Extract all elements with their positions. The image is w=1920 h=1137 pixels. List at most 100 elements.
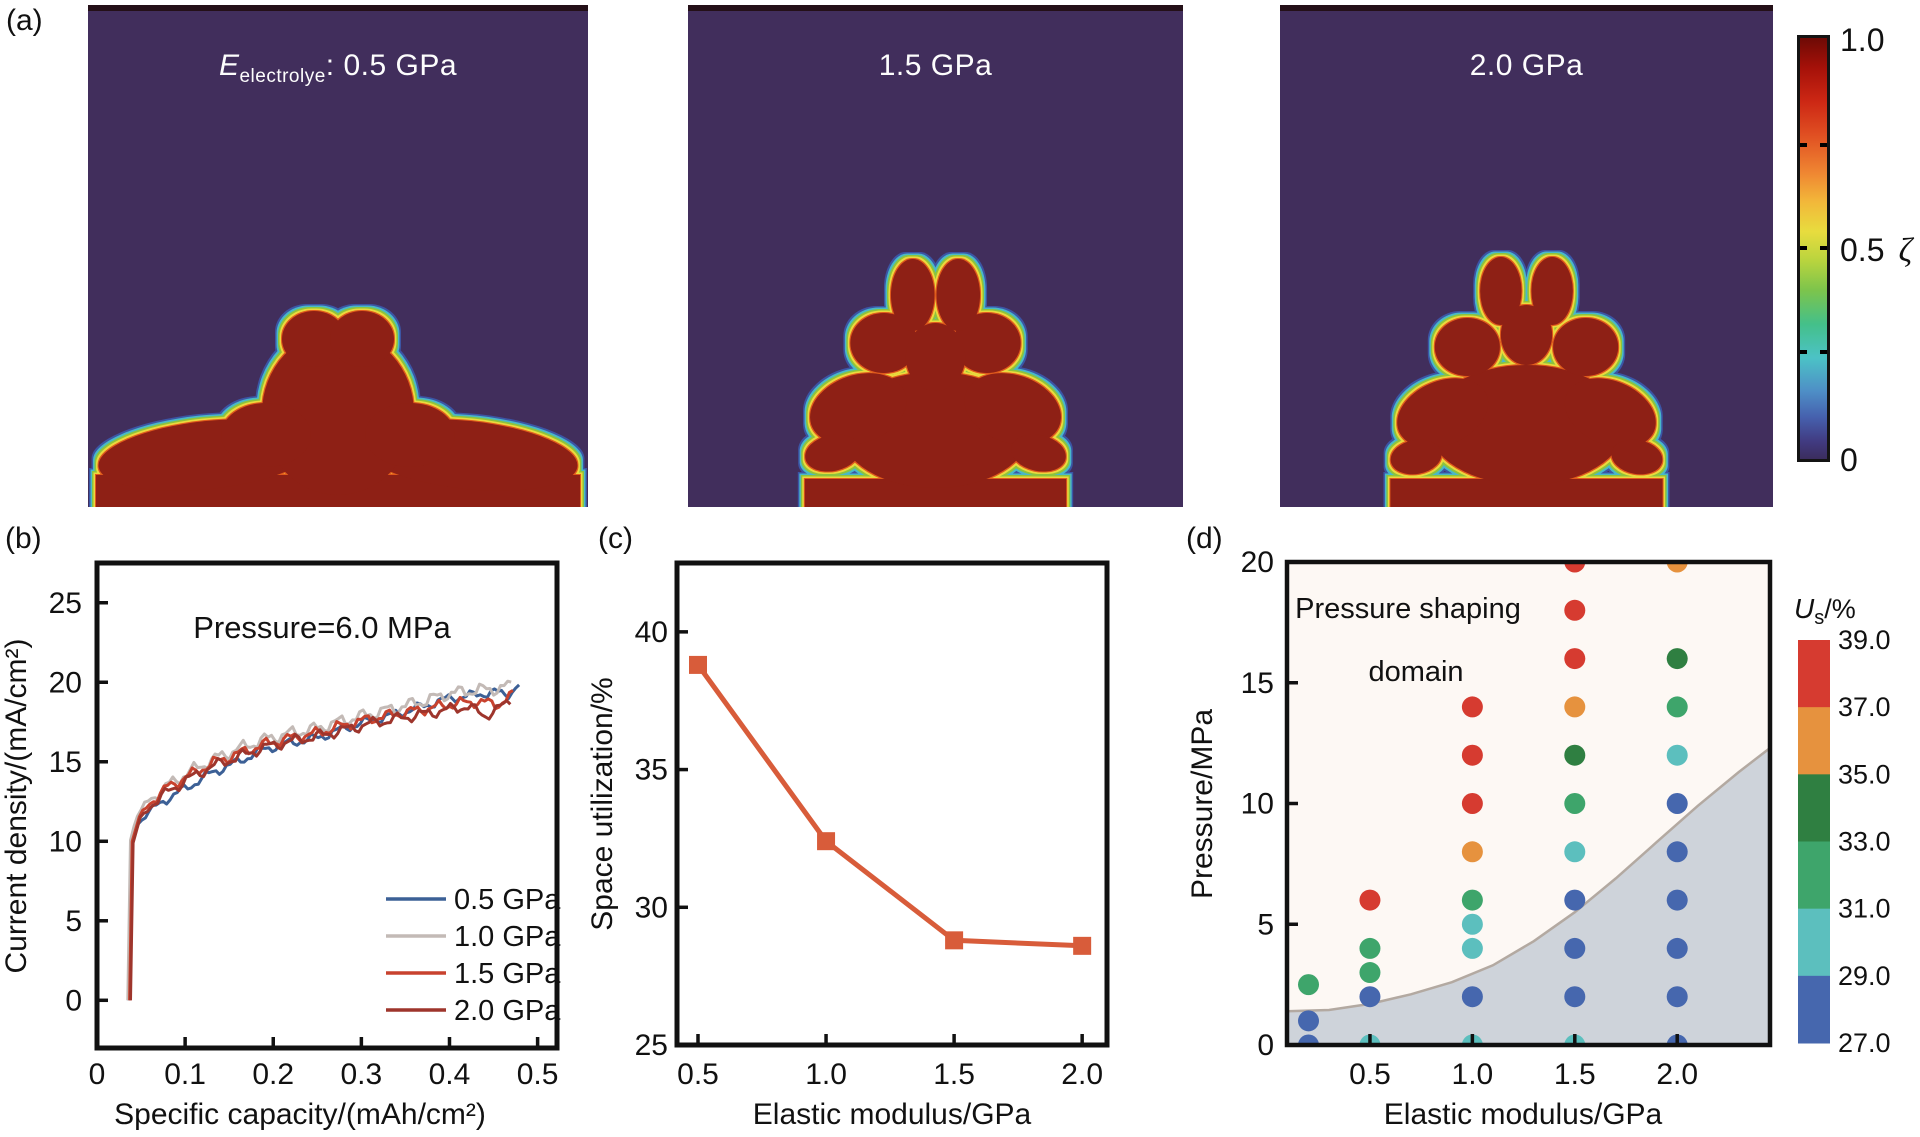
x-tick-label: 0.5 — [1349, 1058, 1391, 1091]
series-line-2.0GPa — [129, 699, 512, 1001]
simulation-map-1.5GPa: 1.5 GPa — [688, 5, 1183, 507]
scatter-dot — [1666, 648, 1688, 670]
scatter-dot — [1564, 889, 1586, 911]
colorbar-tick — [1800, 246, 1807, 251]
colorbar-tick-label: 31.0 — [1838, 894, 1891, 924]
scatter-dot — [1461, 937, 1483, 959]
y-tick-label: 25 — [635, 1029, 668, 1062]
scatter-dot — [1461, 986, 1483, 1008]
scatter-dot — [1666, 986, 1688, 1008]
colorbar-tick-label: 27.0 — [1838, 1028, 1891, 1058]
domain-annotation-line1: Pressure shaping — [1295, 593, 1521, 625]
scatter-points — [1298, 562, 1688, 1045]
x-tick-label: 2.0 — [1656, 1058, 1698, 1091]
sim-label-1: Eelectrolye: 0.5 GPa — [88, 49, 588, 88]
scatter-dot — [1564, 937, 1586, 959]
zeta-colorbar-min: 0 — [1840, 442, 1858, 478]
y-tick-label: 15 — [49, 746, 82, 779]
chart-c: 0.5 1.0 1.5 2.0 25 30 35 40 Elastic modulus/GPa S… — [586, 560, 1110, 1131]
y-axis-title: Current density/(mA/cm²) — [0, 638, 33, 973]
y-tick-label: 0 — [65, 984, 82, 1017]
scatter-dot — [1666, 841, 1688, 863]
electrolyte-modulus-value: : 0.5 GPa — [325, 49, 458, 82]
colorbar-segment — [1798, 841, 1830, 910]
y-tick-label: 20 — [49, 666, 82, 699]
panel-label-c: (c) — [598, 522, 633, 555]
space-utilization-line — [695, 663, 1083, 949]
scatter-dot — [1564, 562, 1586, 573]
x-axis-title: Specific capacity/(mAh/cm²) — [114, 1098, 486, 1131]
scatter-dot — [1666, 744, 1688, 766]
colorbar-tick — [1800, 143, 1807, 148]
scatter-dot — [1359, 962, 1381, 984]
colorbar-segment — [1798, 640, 1830, 708]
colorbar-tick — [1800, 349, 1807, 354]
y-tick-label: 30 — [635, 891, 668, 924]
x-tick-label: 2.0 — [1061, 1058, 1103, 1091]
sim-label-3: 2.0 GPa — [1469, 49, 1584, 82]
scatter-dot — [1298, 1034, 1320, 1045]
x-tick-label: 1.5 — [1554, 1058, 1596, 1091]
y-tick-label: 15 — [1241, 667, 1274, 700]
y-tick-label: 25 — [49, 587, 82, 620]
y-axis-title: Pressure/MPa — [1186, 709, 1219, 899]
scatter-dot — [1564, 841, 1586, 863]
y-tick-label: 20 — [1241, 546, 1274, 579]
x-tick-label: 1.5 — [933, 1058, 975, 1091]
scatter-dot — [1298, 1010, 1320, 1032]
data-marker — [689, 655, 708, 674]
colorbar-tick — [1820, 349, 1827, 354]
colorbar-tick-label: 39.0 — [1838, 625, 1891, 655]
panel-label-d: (d) — [1186, 522, 1223, 555]
scatter-dot — [1564, 986, 1586, 1008]
y-tick-label: 35 — [635, 754, 668, 787]
y-tick-label: 5 — [1257, 908, 1274, 941]
scatter-dot — [1461, 841, 1483, 863]
colorbar-segment — [1798, 975, 1830, 1044]
x-axis-title: Elastic modulus/GPa — [1384, 1098, 1663, 1131]
x-tick-label: 1.0 — [1452, 1058, 1494, 1091]
y-tick-label: 10 — [49, 825, 82, 858]
x-tick-label: 0.3 — [341, 1058, 383, 1091]
y-tick-label: 5 — [65, 905, 82, 938]
y-tick-label: 40 — [635, 616, 668, 649]
scatter-dot — [1564, 696, 1586, 718]
scatter-dot — [1564, 599, 1586, 621]
chart-d: 0.5 1.0 1.5 2.0 0 5 10 15 20 Elastic modulus/GPa P… — [1186, 546, 1891, 1131]
scatter-dot — [1564, 793, 1586, 814]
colorbar-tick — [1820, 246, 1827, 251]
scatter-dot — [1666, 937, 1688, 959]
scatter-dot — [1359, 986, 1381, 1008]
data-marker — [817, 832, 836, 851]
x-axis-title: Elastic modulus/GPa — [753, 1098, 1032, 1131]
scatter-dot — [1461, 744, 1483, 766]
y-tick-label: 10 — [1241, 788, 1274, 821]
x-tick-label: 0 — [89, 1058, 106, 1091]
legend-label: 1.0 GPa — [454, 921, 561, 953]
scatter-dot — [1666, 562, 1688, 573]
scatter-dot — [1564, 744, 1586, 766]
colorbar-tick-label: 35.0 — [1838, 759, 1891, 789]
scatter-dot — [1298, 974, 1320, 996]
colorbar-tick-label: 29.0 — [1838, 961, 1891, 991]
scatter-dot — [1666, 793, 1688, 814]
x-tick-label: 0.4 — [429, 1058, 471, 1091]
x-tick-label: 0.5 — [517, 1058, 559, 1091]
series-line-0.5GPa — [127, 683, 521, 1001]
simulation-map-0.5GPa: Eelectrolye: 0.5 GPa — [88, 5, 588, 507]
colorbar-tick-label: 37.0 — [1838, 692, 1891, 722]
plot-frame — [94, 560, 560, 1051]
data-marker — [945, 931, 964, 950]
zeta-colorbar-mid: 0.5 ζ — [1840, 232, 1912, 270]
colorbar-tick-label: 33.0 — [1838, 827, 1891, 857]
sim-top-edge — [1280, 5, 1773, 11]
colorbar-title: Us/% — [1794, 593, 1856, 629]
electrolyte-modulus-subscript: electrolye — [239, 66, 326, 87]
scatter-dot — [1461, 889, 1483, 911]
stable-region-fill — [1287, 748, 1770, 1045]
sim-top-edge — [88, 5, 588, 11]
zeta-symbol: ζ — [1898, 232, 1913, 269]
colorbar-segment — [1798, 908, 1830, 977]
